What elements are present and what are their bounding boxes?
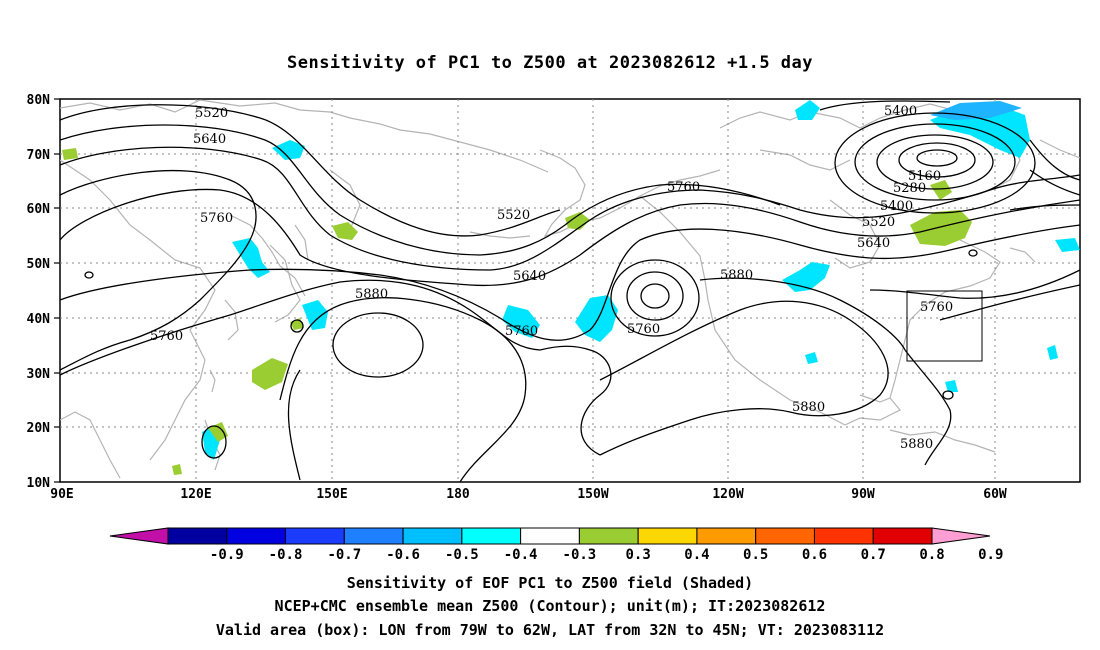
lat-ticks (54, 98, 60, 483)
pos-patch-east-china-sea (252, 358, 288, 390)
lon-tick-label: 120W (712, 487, 743, 502)
colorbar-low-triangle (109, 527, 169, 545)
sensitivity-shading (62, 100, 1080, 475)
neg-patch-japan (302, 300, 328, 330)
colorbar-swatch (755, 527, 815, 545)
colorbar-tick-label: 0.8 (919, 547, 944, 563)
contour-label: 5640 (193, 132, 226, 147)
pos-patch-luzon (208, 422, 228, 442)
colorbar-swatch (343, 527, 404, 545)
lat-tick-label: 70N (27, 148, 51, 163)
lat-tick-label: 10N (27, 476, 51, 491)
contour-label: 5760 (627, 322, 660, 337)
neg-patch-okhotsk (272, 140, 305, 160)
footer-line-3: Valid area (box): LON from 79W to 62W, L… (216, 621, 884, 639)
contour-label: 5520 (862, 215, 895, 230)
contour-label: 5880 (355, 287, 388, 302)
contour-label: 5400 (880, 199, 913, 214)
colorbar-swatch (813, 527, 874, 545)
lon-tick-label: 180 (446, 487, 470, 502)
pos-patch-scs (172, 464, 182, 475)
colorbar-swatch (167, 527, 228, 545)
contour-label: 5880 (720, 268, 753, 283)
neg-patch-npac2 (575, 295, 618, 342)
colorbar-tick-label: 0.9 (978, 547, 1003, 563)
lat-axis: 80N 70N 60N 50N 40N 30N 20N 10N (27, 93, 51, 491)
lon-tick-label: 90E (50, 487, 73, 502)
colorbar-tick-label: 0.5 (743, 547, 768, 563)
lon-axis: 90E 120E 150E 180 150W 120W 90W 60W (50, 487, 1007, 502)
neg-patch-arctic (795, 100, 820, 120)
contour-label: 5760 (667, 180, 700, 195)
lat-tick-label: 20N (27, 421, 51, 436)
colorbar-swatch (872, 527, 933, 545)
colorbar-tick-label: -0.6 (386, 547, 420, 563)
contour-label-group: 5520 5640 5760 5760 5520 5640 5880 5760 … (150, 104, 953, 452)
colorbar-tick-label: 0.3 (626, 547, 651, 563)
colorbar (109, 527, 991, 545)
lon-tick-label: 60W (983, 487, 1007, 502)
colorbar-swatch (402, 527, 463, 545)
colorbar-swatch (226, 527, 287, 545)
contour-label: 5760 (920, 300, 953, 315)
pos-patch-labrador (930, 180, 952, 200)
contour-label: 5760 (200, 211, 233, 226)
lat-tick-label: 50N (27, 257, 51, 272)
colorbar-tick-label: -0.7 (327, 547, 361, 563)
valid-area-box (906, 290, 983, 362)
lon-tick-label: 150W (577, 487, 608, 502)
colorbar-tick-label: 0.4 (684, 547, 709, 563)
lon-tick-label: 90W (851, 487, 875, 502)
contour-label: 5640 (857, 236, 890, 251)
colorbar-swatch (285, 527, 345, 545)
lon-tick-label: 120E (180, 487, 211, 502)
colorbar-labels: -0.9 -0.8 -0.7 -0.6 -0.5 -0.4 -0.3 0.3 0.4 0.5 0.6… (210, 547, 1004, 563)
lat-tick-label: 80N (27, 93, 51, 108)
neg-patch-atlantic (1055, 238, 1080, 252)
lon-tick-label: 150E (316, 487, 347, 502)
neg-patch-manchuria (232, 238, 270, 278)
colorbar-tick-label: 0.7 (861, 547, 886, 563)
colorbar-swatch (696, 527, 757, 545)
footer-line-1: Sensitivity of EOF PC1 to Z500 field (Sh… (347, 574, 753, 592)
footer-line-2: NCEP+CMC ensemble mean Z500 (Contour); u… (275, 597, 826, 615)
colorbar-tick-label: -0.9 (210, 547, 244, 563)
pos-patch-siberia (62, 148, 78, 160)
contour-label: 5880 (900, 437, 933, 452)
colorbar-high-triangle (931, 527, 991, 545)
contour-label: 5160 (908, 169, 941, 184)
contour-label: 5760 (505, 324, 538, 339)
z500-contours (60, 100, 1080, 482)
neg-patch-npac1 (502, 305, 540, 338)
colorbar-swatch (461, 527, 522, 545)
neg-patch-sw-us (805, 352, 818, 364)
neg-patch-bermuda (945, 380, 958, 392)
contour-label: 5640 (513, 269, 546, 284)
contour-label: 5520 (497, 208, 530, 223)
colorbar-tick-label: -0.5 (445, 547, 479, 563)
lat-tick-label: 30N (27, 367, 51, 382)
colorbar-swatch (520, 527, 580, 545)
neg-patch-greenland-core (930, 101, 1022, 120)
contour-label: 5280 (893, 181, 926, 196)
pos-patch-canada (910, 210, 972, 246)
contour-label: 5760 (150, 329, 183, 344)
colorbar-tick-label: -0.4 (504, 547, 538, 563)
lat-lon-grid (60, 99, 1080, 482)
contour-label: 5520 (195, 106, 228, 121)
colorbar-swatch (578, 527, 639, 545)
colorbar-tick-label: -0.3 (563, 547, 597, 563)
colorbar-tick-label: -0.8 (269, 547, 303, 563)
lat-tick-label: 60N (27, 202, 51, 217)
colorbar-swatch (637, 527, 698, 545)
contour-label: 5400 (884, 104, 917, 119)
colorbar-tick-label: 0.6 (802, 547, 827, 563)
neg-patch-east-atl (1047, 345, 1058, 360)
contour-label: 5880 (792, 400, 825, 415)
lat-tick-label: 40N (27, 312, 51, 327)
figure-title: Sensitivity of PC1 to Z500 at 2023082612… (287, 53, 813, 73)
pos-patch-kamchatka (332, 222, 358, 240)
pos-patch-alaska (565, 212, 590, 230)
